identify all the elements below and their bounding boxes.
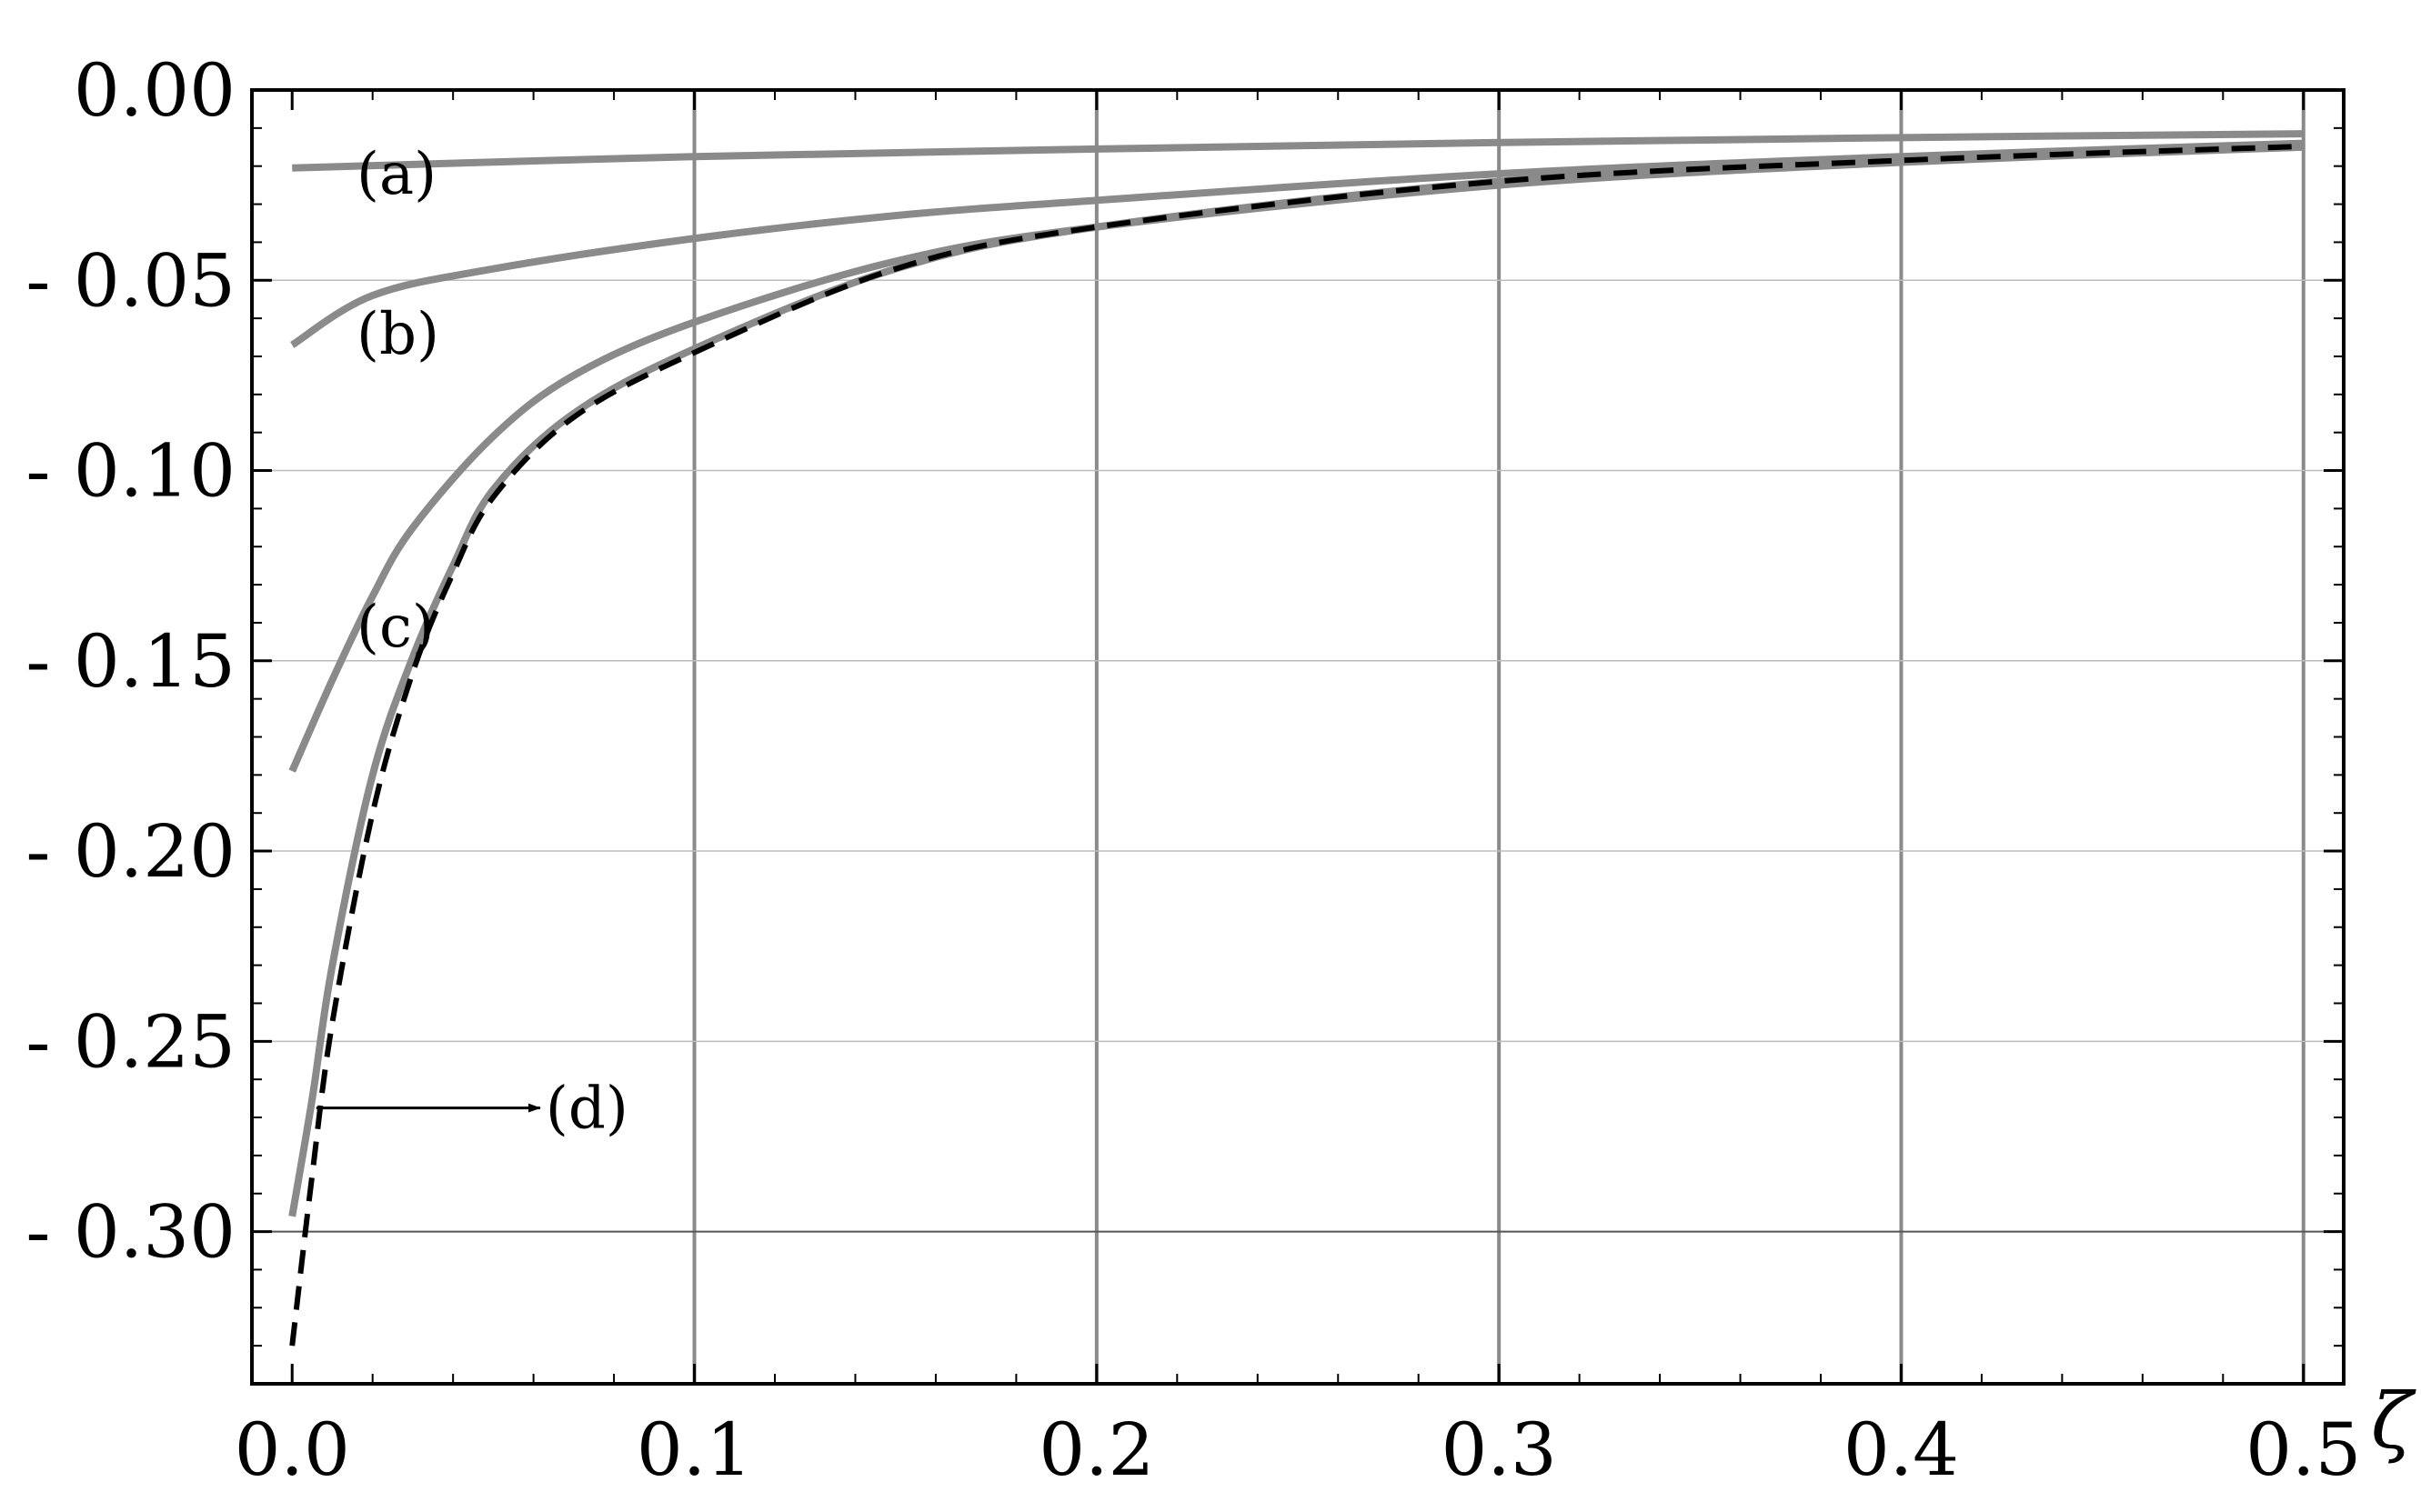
series-line-a bbox=[292, 130, 2304, 172]
y-tick-label: - 0.20 bbox=[25, 809, 236, 894]
series-layer bbox=[288, 130, 2304, 1347]
x-tick-label: 0.2 bbox=[1039, 1407, 1154, 1492]
series-line-d bbox=[288, 143, 2304, 1217]
annotations: (a) (b) (c) (d) bbox=[316, 141, 628, 1143]
y-tick-label: - 0.10 bbox=[25, 429, 236, 514]
x-tick-label: 0.3 bbox=[1442, 1407, 1557, 1492]
x-tick-label: 0.4 bbox=[1843, 1407, 1959, 1492]
series-line-exact bbox=[289, 143, 2304, 1347]
series-line-c bbox=[288, 143, 2304, 773]
y-tick-label: - 0.05 bbox=[25, 238, 236, 323]
x-tick-label: 0.1 bbox=[637, 1407, 752, 1492]
plot-border bbox=[250, 88, 2346, 1386]
tick-labels: 0.0 0.1 0.2 0.3 0.4 0.5 0.00 - 0.05 - 0.10 - 0.15… bbox=[25, 48, 2416, 1492]
annotation-label-d: (d) bbox=[546, 1076, 628, 1143]
x-tick-label: 0.0 bbox=[235, 1407, 350, 1492]
y-tick-label: - 0.15 bbox=[25, 619, 236, 704]
series-line-b bbox=[290, 139, 2304, 348]
y-tick-label: 0.00 bbox=[74, 48, 236, 133]
x-axis-label: ζ bbox=[2371, 1377, 2416, 1466]
y-tick-label: - 0.30 bbox=[25, 1190, 236, 1275]
axis-ticks bbox=[252, 88, 2344, 1384]
x-tick-label: 0.5 bbox=[2245, 1407, 2361, 1492]
grid-layer bbox=[252, 90, 2344, 1384]
annotation-label-b: (b) bbox=[357, 301, 439, 368]
annotation-label-a: (a) bbox=[357, 141, 437, 208]
annotation-label-c: (c) bbox=[357, 594, 435, 661]
plot-frame bbox=[250, 88, 2346, 1386]
y-tick-label: - 0.25 bbox=[25, 999, 236, 1084]
